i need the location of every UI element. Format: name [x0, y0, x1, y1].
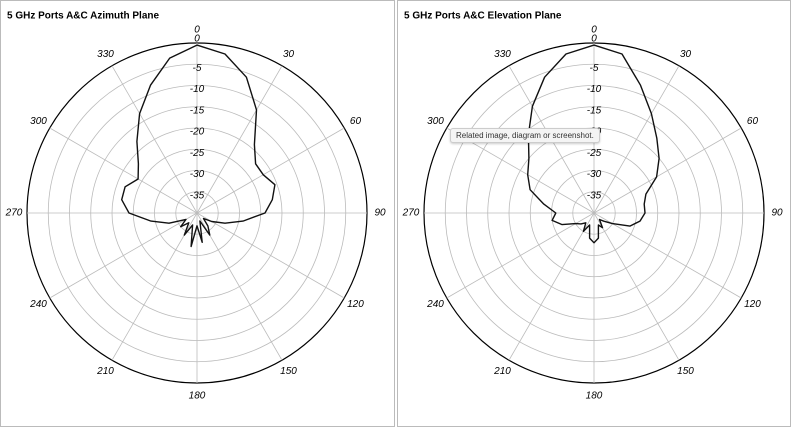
panel-frame	[397, 0, 791, 427]
angle-tick-label: 30	[283, 49, 295, 60]
angle-tick-label: 0	[591, 25, 597, 36]
grid-spoke	[593, 65, 680, 214]
grid-spoke	[593, 127, 742, 214]
grid-spoke	[196, 127, 345, 214]
angle-tick-label: 180	[586, 391, 603, 402]
angle-tick-label: 0	[194, 25, 200, 36]
chart-title: 5 GHz Ports A&C Azimuth Plane	[7, 11, 159, 22]
grid-spoke	[593, 212, 742, 299]
angle-tick-label: 300	[427, 116, 444, 127]
radial-tick-label: 0	[194, 34, 200, 45]
angle-tick-label: 330	[494, 49, 511, 60]
angle-tick-label: 300	[30, 116, 47, 127]
grid-spoke	[49, 212, 198, 299]
radial-tick-label: 0	[591, 34, 597, 45]
grid-spoke	[111, 212, 198, 361]
angle-tick-label: 30	[680, 49, 692, 60]
grid-spoke	[49, 127, 198, 214]
radial-tick-label: -10	[587, 84, 602, 95]
angle-tick-label: 90	[771, 208, 783, 219]
grid-spoke	[111, 65, 198, 214]
angle-tick-label: 270	[5, 208, 23, 219]
angle-tick-label: 60	[747, 116, 759, 127]
grid-spoke	[446, 212, 595, 299]
angle-tick-label: 120	[744, 299, 761, 310]
angle-tick-label: 120	[347, 299, 364, 310]
radial-tick-label: -5	[590, 63, 599, 74]
radial-tick-label: -15	[587, 105, 602, 116]
chart-title: 5 GHz Ports A&C Elevation Plane	[404, 11, 562, 22]
radial-tick-label: -35	[190, 190, 205, 201]
radial-tick-label: -5	[193, 63, 202, 74]
angle-tick-label: 210	[493, 366, 511, 377]
grid-spoke	[196, 65, 283, 214]
angle-tick-label: 180	[189, 391, 206, 402]
grid-spoke	[593, 212, 680, 361]
radial-tick-label: -20	[190, 127, 205, 138]
angle-tick-label: 90	[374, 208, 386, 219]
angle-tick-label: 240	[426, 299, 444, 310]
grid-spoke	[196, 212, 345, 299]
radial-tick-label: -25	[587, 148, 602, 159]
angle-tick-label: 270	[402, 208, 420, 219]
radial-tick-label: -35	[587, 190, 602, 201]
grid-spoke	[508, 212, 595, 361]
panel-frame	[0, 0, 395, 427]
angle-tick-label: 150	[677, 366, 694, 377]
tooltip: Related image, diagram or screenshot.	[450, 128, 600, 143]
pattern-line	[121, 44, 276, 248]
angle-tick-label: 60	[350, 116, 362, 127]
pattern-line	[527, 44, 660, 244]
angle-tick-label: 150	[280, 366, 297, 377]
angle-tick-label: 240	[29, 299, 47, 310]
radial-tick-label: -25	[190, 148, 205, 159]
grid-spoke	[196, 212, 283, 361]
angle-tick-label: 210	[96, 366, 114, 377]
radial-tick-label: -15	[190, 105, 205, 116]
angle-tick-label: 330	[97, 49, 114, 60]
radial-tick-label: -30	[587, 169, 602, 180]
radial-tick-label: -10	[190, 84, 205, 95]
radial-tick-label: -30	[190, 169, 205, 180]
